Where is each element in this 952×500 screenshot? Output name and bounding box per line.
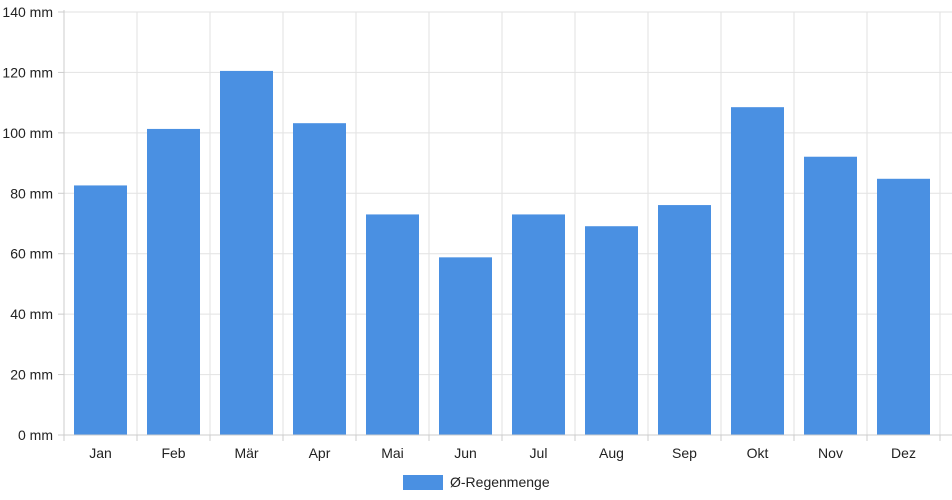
x-tick-label: Mär <box>234 445 258 461</box>
bar-feb[interactable] <box>147 128 200 435</box>
x-tick-label: Feb <box>161 445 185 461</box>
y-tick-label: 60 mm <box>10 246 53 262</box>
y-tick-label: 20 mm <box>10 367 53 383</box>
x-tick-label: Okt <box>747 445 769 461</box>
x-tick-label: Jun <box>454 445 477 461</box>
legend-label[interactable]: Ø-Regenmenge <box>450 474 550 490</box>
y-tick-label: 40 mm <box>10 306 53 322</box>
legend-swatch[interactable] <box>403 475 443 490</box>
chart-bars <box>74 70 930 436</box>
x-tick-label: Sep <box>672 445 697 461</box>
x-tick-label: Jan <box>89 445 112 461</box>
bar-nov[interactable] <box>804 156 857 435</box>
x-tick-label: Aug <box>599 445 624 461</box>
bar-sep[interactable] <box>658 205 711 435</box>
y-tick-label: 100 mm <box>2 125 53 141</box>
y-tick-label: 80 mm <box>10 185 53 201</box>
y-tick-label: 120 mm <box>2 64 53 80</box>
x-tick-label: Apr <box>309 445 331 461</box>
bar-jun[interactable] <box>439 257 492 435</box>
x-axis-tick-labels: Jan Feb Mär Apr Mai Jun Jul Aug Sep Okt Nov Dez <box>89 445 916 461</box>
bar-aug[interactable] <box>585 226 638 435</box>
chart-legend[interactable]: Ø-Regenmenge <box>403 474 550 490</box>
x-tick-label: Jul <box>530 445 548 461</box>
chart-axes <box>58 10 952 441</box>
bar-okt[interactable] <box>731 107 784 436</box>
y-tick-label: 140 mm <box>2 4 53 20</box>
bar-apr[interactable] <box>293 123 346 435</box>
bar-jan[interactable] <box>74 185 127 435</box>
x-tick-label: Dez <box>891 445 916 461</box>
chart-grid <box>64 11 952 436</box>
bar-jul[interactable] <box>512 214 565 435</box>
bar-mär[interactable] <box>220 70 273 436</box>
y-tick-label: 0 mm <box>18 427 53 443</box>
x-tick-label: Nov <box>818 445 843 461</box>
y-axis-tick-labels: 0 mm 20 mm 40 mm 60 mm 80 mm 100 mm 120 mm 140 … <box>2 4 53 443</box>
x-tick-label: Mai <box>381 445 404 461</box>
bar-mai[interactable] <box>366 214 419 435</box>
bar-dez[interactable] <box>877 178 930 436</box>
